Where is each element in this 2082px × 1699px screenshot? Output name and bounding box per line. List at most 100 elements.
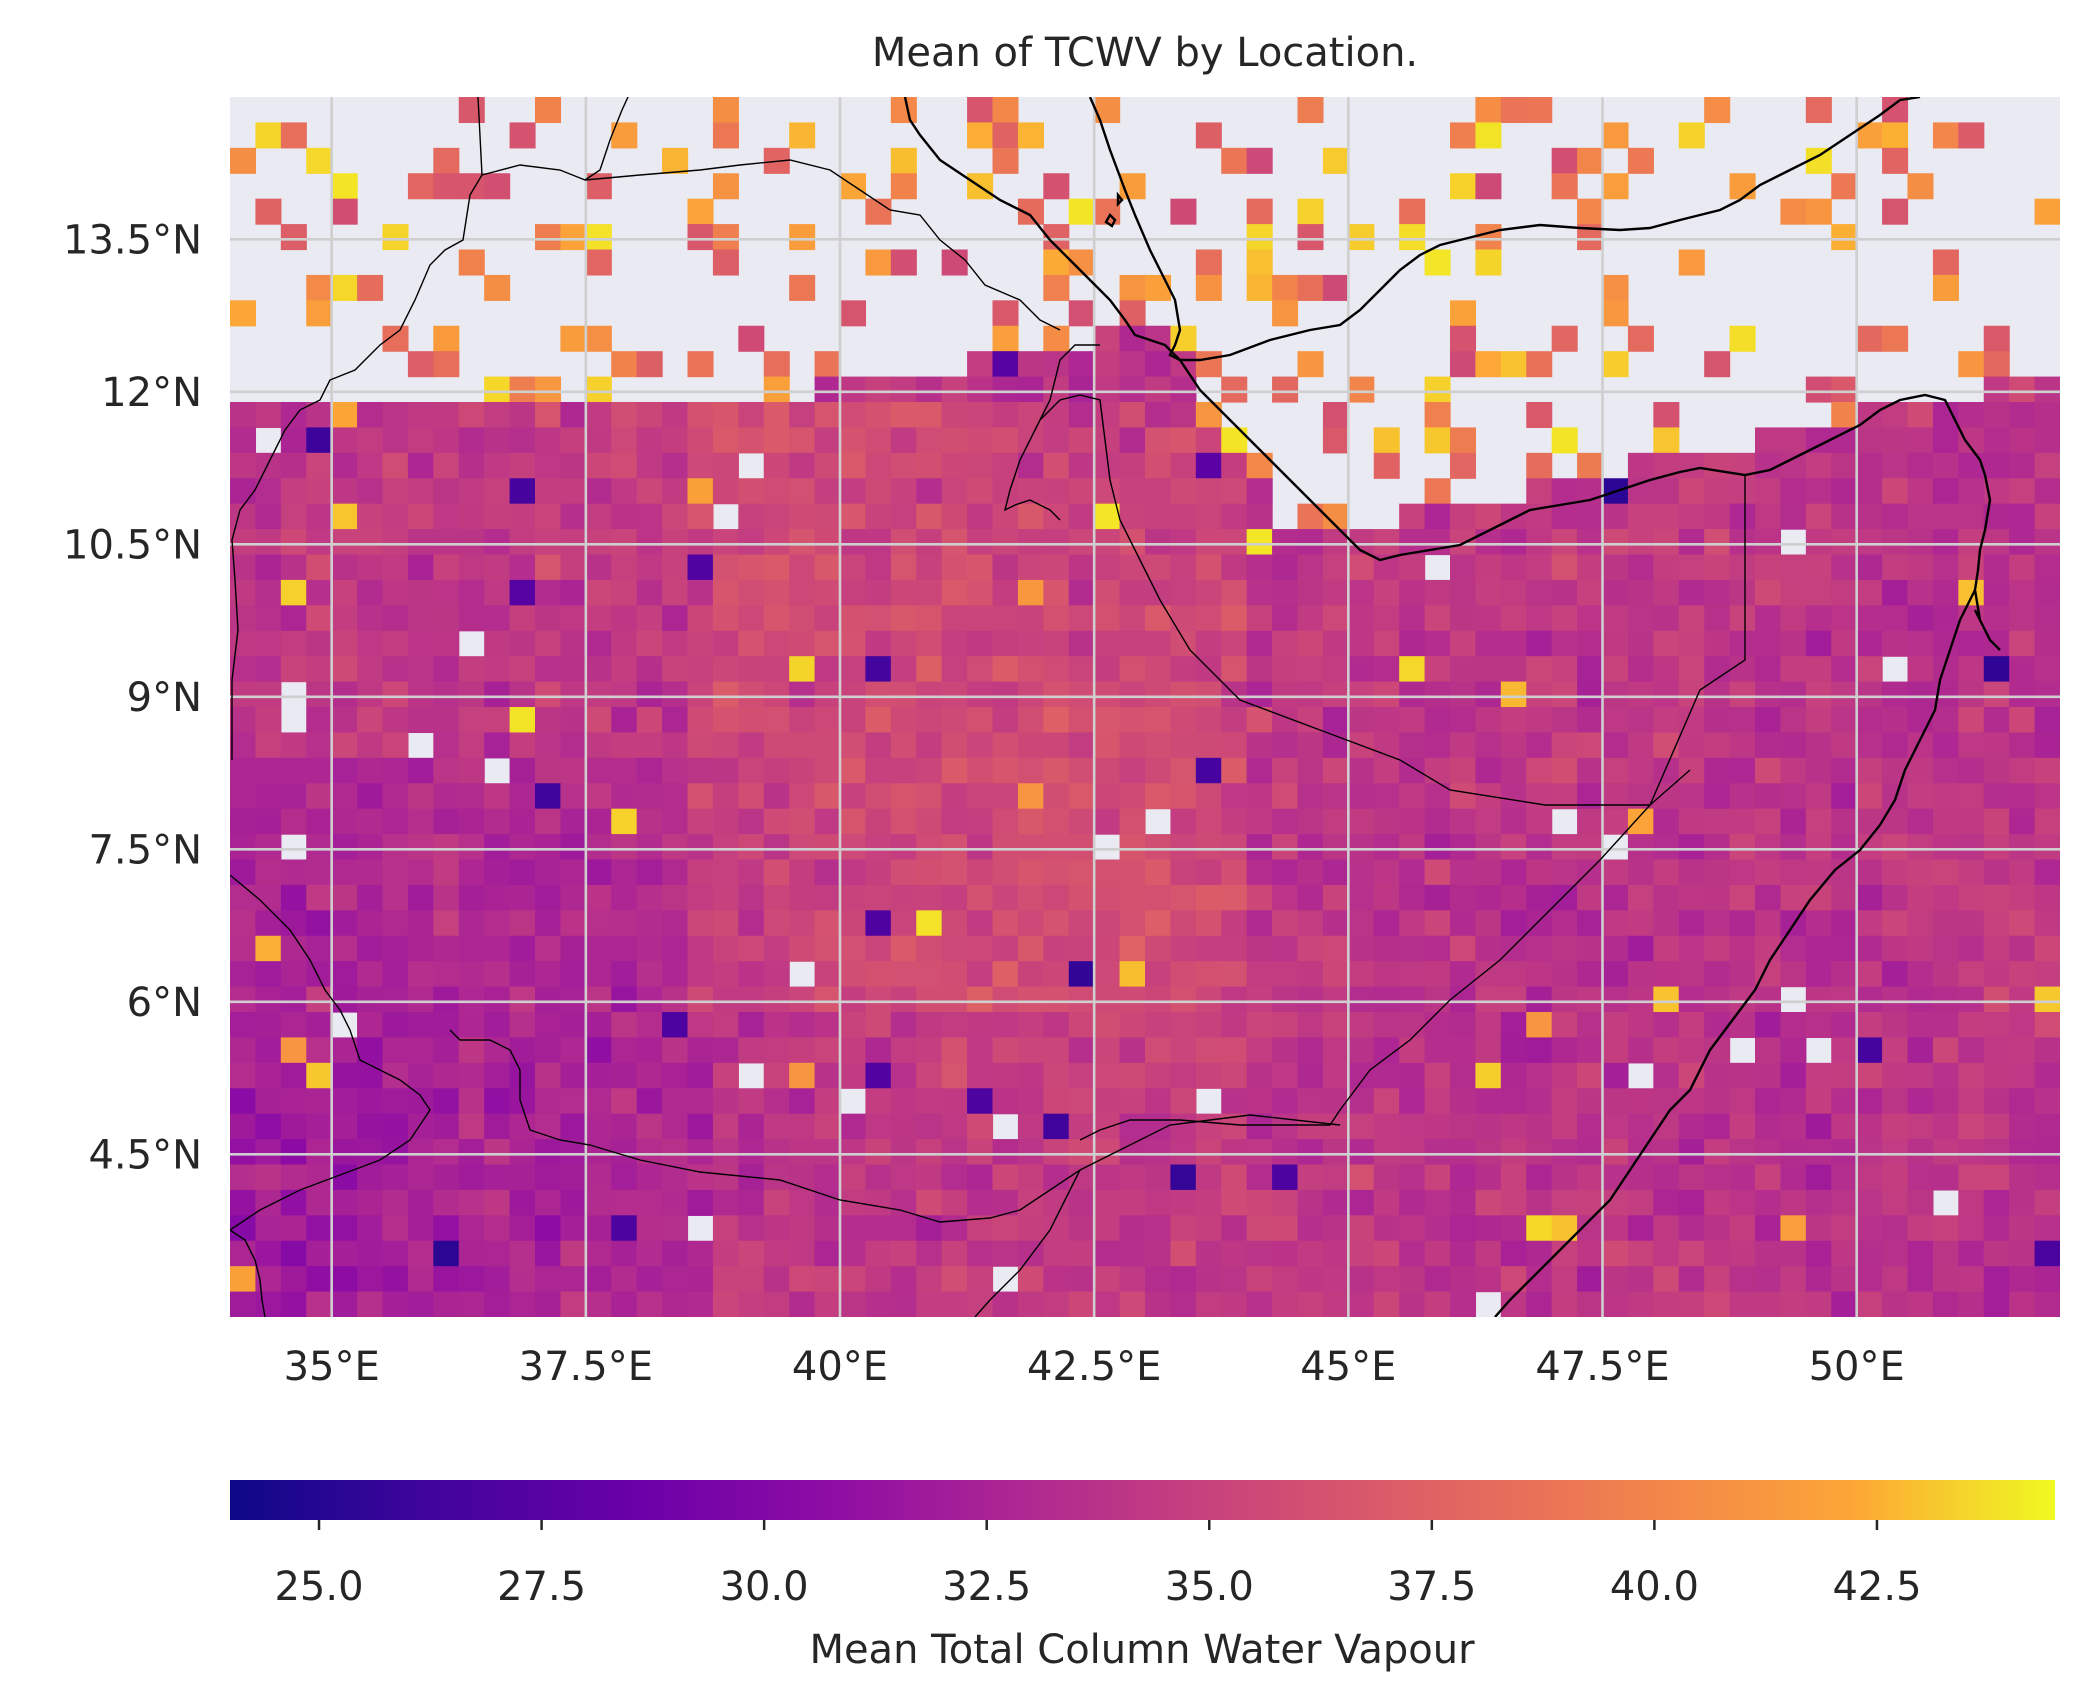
heatmap-cell [611,884,638,911]
heatmap-cell [1882,147,1909,174]
heatmap-cell [1246,529,1273,556]
heatmap-cell [1119,351,1146,378]
heatmap-cell [1450,300,1477,327]
heatmap-cell [306,300,333,327]
heatmap-cell [687,707,714,734]
heatmap-cell [840,173,867,200]
heatmap-cell [1450,707,1477,734]
heatmap-cell [560,529,587,556]
heatmap-cell [941,1266,968,1293]
heatmap-cell [789,1215,816,1242]
heatmap-cell [1043,1037,1070,1064]
heatmap-cell [1043,1088,1070,1115]
heatmap-cell [1551,579,1578,606]
heatmap-cell [890,681,917,708]
heatmap-cell [1653,402,1680,429]
heatmap-cell [1780,935,1807,962]
heatmap-cell [1932,1037,1959,1064]
heatmap-cell [687,884,714,911]
heatmap-cell [1958,656,1985,683]
heatmap-cell [484,808,511,835]
heatmap-cell [763,529,790,556]
heatmap-cell [712,910,739,937]
heatmap-cell [255,452,282,479]
heatmap-cell [1195,1240,1222,1267]
heatmap-cell [1755,605,1782,632]
heatmap-cell [1119,1062,1146,1089]
heatmap-cell [1704,1113,1731,1140]
heatmap-cell [1831,579,1858,606]
heatmap-cell [1195,402,1222,429]
y-tick-label: 12°N [101,370,202,416]
heatmap-cell [1094,1012,1121,1039]
heatmap-cell [1119,757,1146,784]
heatmap-cell [865,1189,892,1216]
heatmap-cell [1627,605,1654,632]
heatmap-cell [1145,529,1172,556]
heatmap-cell [890,529,917,556]
heatmap-cell [1043,757,1070,784]
heatmap-cell [1500,579,1527,606]
heatmap-cell [433,1062,460,1089]
heatmap-cell [306,452,333,479]
heatmap-cell [814,478,841,505]
heatmap-cell [1882,1037,1909,1064]
kenya-somalia-border [974,1169,1081,1317]
heatmap-cell [230,681,257,708]
heatmap-cell [814,1012,841,1039]
heatmap-cell [1322,1012,1349,1039]
heatmap-cell [967,402,994,429]
heatmap-cell [1627,834,1654,861]
heatmap-cell [357,783,384,810]
heatmap-cell [1958,834,1985,861]
heatmap-cell [1399,224,1426,251]
heatmap-cell [1094,97,1121,124]
heatmap-cell [1322,681,1349,708]
heatmap-cell [611,910,638,937]
heatmap-cell [865,656,892,683]
heatmap-cell [1170,859,1197,886]
heatmap-cell [814,707,841,734]
heatmap-cell [331,783,358,810]
heatmap-cell [484,1139,511,1166]
heatmap-cell [1145,1062,1172,1089]
heatmap-cell [1780,834,1807,861]
heatmap-cell [687,757,714,784]
heatmap-cell [1678,961,1705,988]
heatmap-cell [1729,1062,1756,1089]
heatmap-cell [1145,1266,1172,1293]
heatmap-cell [2009,656,2036,683]
heatmap-cell [611,859,638,886]
heatmap-cell [382,986,409,1013]
heatmap-cell [1755,681,1782,708]
heatmap-cell [331,605,358,632]
heatmap-cell [1322,529,1349,556]
heatmap-cell [1094,757,1121,784]
heatmap-cell [1602,1215,1629,1242]
heatmap-cell [1475,351,1502,378]
heatmap-cell [1526,1164,1553,1191]
heatmap-cell [916,808,943,835]
heatmap-cell [280,1215,307,1242]
heatmap-cell [789,1012,816,1039]
heatmap-cell [2009,935,2036,962]
heatmap-cell [1297,707,1324,734]
heatmap-cell [2034,884,2060,911]
heatmap-cell [687,1240,714,1267]
heatmap-cell [407,961,434,988]
heatmap-cell [1907,1164,1934,1191]
heatmap-cell [1221,579,1248,606]
heatmap-cell [1348,579,1375,606]
heatmap-cell [2009,1037,2036,1064]
heatmap-cell [611,1189,638,1216]
heatmap-cell [1017,402,1044,429]
heatmap-cell [712,605,739,632]
heatmap-cell [890,1189,917,1216]
heatmap-cell [1678,1240,1705,1267]
gridlines [230,97,2060,1317]
heatmap-cell [1017,757,1044,784]
heatmap-cell [1551,834,1578,861]
heatmap-cell [1831,452,1858,479]
heatmap-cell [357,732,384,759]
heatmap-cell [407,986,434,1013]
